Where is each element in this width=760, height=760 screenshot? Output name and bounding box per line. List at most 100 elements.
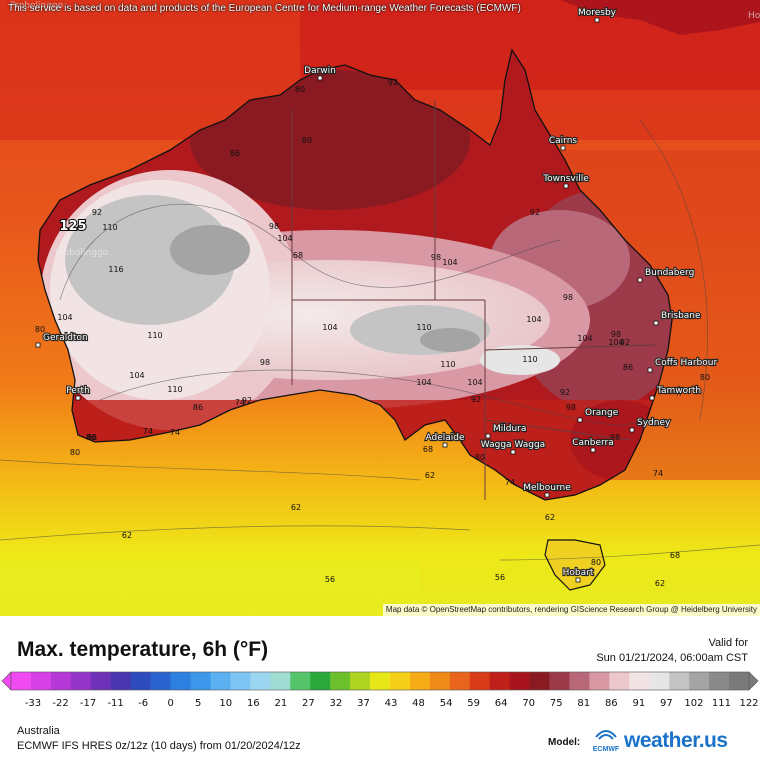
map-attribution[interactable]: Map data © OpenStreetMap contributors, r…	[382, 604, 760, 616]
scale-tick-label: 32	[330, 698, 343, 709]
scale-swatch	[190, 672, 211, 690]
scale-swatch	[389, 672, 411, 690]
city-label: Darwin	[304, 66, 336, 76]
city-marker: Brisbane	[653, 310, 702, 326]
contour-label: 80	[35, 325, 45, 334]
scale-tick-label: 102	[684, 698, 703, 709]
brand-block[interactable]: Model: ECMWF weather.us	[548, 727, 758, 757]
city-marker: Darwin	[303, 65, 337, 81]
city-marker: Moresby	[577, 7, 618, 23]
city-marker-icon	[649, 395, 655, 401]
scale-swatch	[110, 672, 132, 690]
scale-swatch	[489, 672, 511, 690]
scale-right-arrow-icon	[748, 671, 759, 691]
scale-swatch	[549, 672, 570, 690]
contour-label: 92	[471, 395, 481, 404]
contour-label: 110	[147, 331, 162, 340]
city-marker: Bundaberg	[637, 267, 695, 283]
city-label: Geraldton	[43, 333, 88, 343]
contour-label: 92	[92, 208, 102, 217]
scale-tick-label: 37	[357, 698, 370, 709]
contour-label: 80	[86, 433, 96, 442]
contour-label: 62	[291, 503, 301, 512]
city-label: Coffs Harbour	[655, 358, 717, 368]
color-scale: -33 -22 -17 -11 -6 0 5 10 16 21 27 32 37 43 48 54 59 64 70…	[1, 671, 759, 709]
contour-label: 62	[122, 531, 132, 540]
scale-swatch	[709, 672, 730, 690]
weather-us-logo[interactable]: weather.us	[624, 729, 728, 752]
city-marker-icon	[590, 447, 596, 453]
scale-swatch	[150, 672, 171, 690]
scale-tick-label: 43	[385, 698, 398, 709]
contour-label: 116	[108, 265, 123, 274]
scale-tick-label: -33	[25, 698, 41, 709]
city-label: Wagga Wagga	[481, 440, 545, 450]
city-marker: Geraldton	[35, 332, 89, 348]
contour-label: 98	[610, 433, 620, 442]
contour-label: 98	[611, 330, 621, 339]
contour-label: 86	[193, 403, 203, 412]
contour-label: 62	[425, 471, 435, 480]
scale-swatch	[509, 672, 530, 690]
city-label: Brisbane	[661, 311, 701, 321]
contour-label: 80	[591, 558, 601, 567]
city-marker: Sydney	[629, 417, 672, 433]
scale-tick-label: 59	[467, 698, 480, 709]
temperature-map: 8092868092981041101161041101041101251049…	[0, 0, 760, 616]
valid-time-block: Valid for Sun 01/21/2024, 06:00am CST	[596, 636, 748, 666]
contour-label: 104	[467, 378, 482, 387]
scale-tick-label: 0	[168, 698, 174, 709]
model-label: Model:	[548, 737, 581, 748]
city-marker: Mildura	[485, 423, 528, 439]
city-marker: Melbourne	[522, 482, 572, 498]
contour-label: 110	[102, 223, 117, 232]
scale-tick-label: 75	[550, 698, 563, 709]
city-label: Melbourne	[523, 483, 571, 493]
scale-swatch	[290, 672, 311, 690]
contour-label: 62	[545, 513, 555, 522]
scale-tick-label: 64	[495, 698, 508, 709]
city-marker-icon	[317, 75, 323, 81]
scale-swatch	[409, 672, 431, 690]
scale-swatch	[330, 672, 351, 690]
city-marker-icon	[510, 449, 516, 455]
city-label: Sydney	[637, 418, 671, 428]
edge-place-label: Probolinggo	[55, 248, 109, 258]
contour-label: 104	[577, 334, 592, 343]
edge-place-label: Probolinggo	[10, 1, 64, 11]
contour-label: 110	[522, 355, 537, 364]
contour-label: 80	[700, 373, 710, 382]
region-label: Australia	[17, 725, 60, 737]
contour-label: 110	[167, 385, 182, 394]
city-marker: Perth	[65, 385, 91, 401]
model-info: ECMWF IFS HRES 0z/12z (10 days) from 01/…	[17, 740, 301, 752]
scale-swatch	[429, 672, 451, 690]
scale-swatch	[689, 672, 710, 690]
contour-label: 92	[620, 338, 630, 347]
contour-label: 62	[655, 579, 665, 588]
city-marker-icon	[560, 145, 566, 151]
contour-label: 56	[325, 575, 335, 584]
scale-tick-label: -6	[138, 698, 148, 709]
city-marker: Tamworth	[649, 385, 702, 401]
city-label: Bundaberg	[645, 268, 694, 278]
contour-label: 98	[269, 222, 279, 231]
contour-label: 98	[566, 403, 576, 412]
scale-tick-label: 81	[577, 698, 590, 709]
city-marker: Townsville	[541, 173, 590, 189]
contour-label: 86	[230, 149, 240, 158]
city-label: Orange	[585, 408, 619, 418]
city-marker: Wagga Wagga	[480, 439, 546, 455]
scale-tick-label: 86	[605, 698, 618, 709]
scale-tick-label: 16	[247, 698, 260, 709]
contour-label: 98	[563, 293, 573, 302]
contour-label: 104	[322, 323, 337, 332]
contour-label: 125	[59, 219, 86, 234]
valid-label: Valid for	[708, 637, 748, 649]
contour-label: 74	[143, 427, 153, 436]
scale-swatch	[90, 672, 112, 690]
contour-label: 92	[530, 208, 540, 217]
contour-label: 80	[70, 448, 80, 457]
scale-swatch	[370, 672, 391, 690]
scale-tick-label: -11	[107, 698, 123, 709]
